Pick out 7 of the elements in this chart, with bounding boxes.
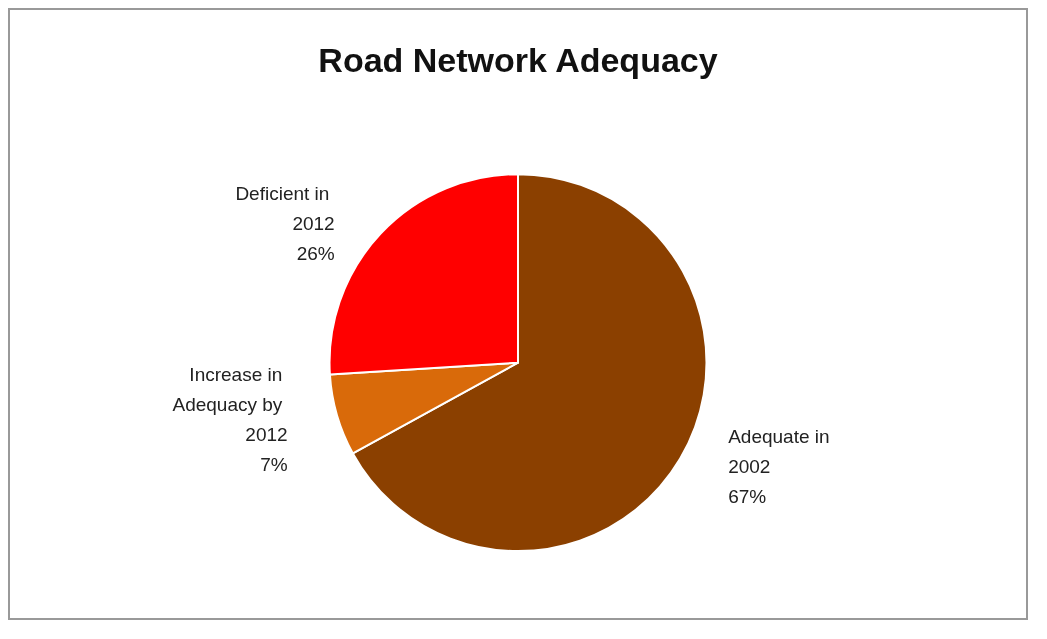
chart-title: Road Network Adequacy [318,41,718,79]
data-label: 26% [296,242,335,264]
slice-label: Adequate in 2002 [728,425,835,477]
data-label: 67% [728,485,767,507]
slice-label: Increase in Adequacy by 2012 [172,363,288,445]
data-label: 7% [260,453,288,475]
slice-label: Deficient in 2012 [235,182,335,234]
